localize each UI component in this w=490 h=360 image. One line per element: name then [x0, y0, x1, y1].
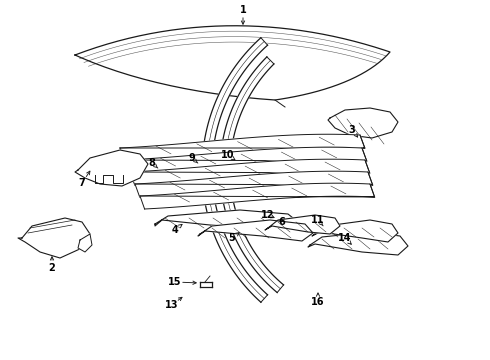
Text: 6: 6: [279, 217, 285, 227]
Polygon shape: [120, 134, 365, 161]
Text: 15: 15: [168, 277, 182, 287]
Text: 10: 10: [221, 150, 235, 160]
Polygon shape: [75, 26, 390, 100]
Text: 5: 5: [229, 233, 235, 243]
Polygon shape: [155, 210, 298, 230]
Polygon shape: [75, 150, 148, 186]
Text: 3: 3: [348, 125, 355, 135]
Text: 16: 16: [311, 297, 325, 307]
Polygon shape: [198, 220, 313, 241]
Polygon shape: [328, 108, 398, 138]
Polygon shape: [312, 220, 398, 242]
Polygon shape: [202, 38, 268, 302]
Polygon shape: [130, 159, 369, 185]
Text: 12: 12: [261, 210, 275, 220]
Polygon shape: [220, 57, 284, 293]
Text: 7: 7: [78, 178, 85, 188]
Polygon shape: [308, 232, 408, 255]
Polygon shape: [140, 183, 374, 209]
Polygon shape: [125, 147, 367, 173]
Polygon shape: [18, 218, 90, 258]
Text: 13: 13: [165, 300, 179, 310]
Text: 8: 8: [148, 158, 155, 168]
Polygon shape: [265, 215, 340, 234]
Text: 1: 1: [240, 5, 246, 15]
Text: 14: 14: [338, 233, 352, 243]
Text: 11: 11: [311, 215, 325, 225]
Text: 9: 9: [189, 153, 196, 163]
Polygon shape: [135, 171, 373, 197]
Polygon shape: [78, 234, 92, 252]
Text: 4: 4: [172, 225, 178, 235]
Text: 2: 2: [49, 263, 55, 273]
